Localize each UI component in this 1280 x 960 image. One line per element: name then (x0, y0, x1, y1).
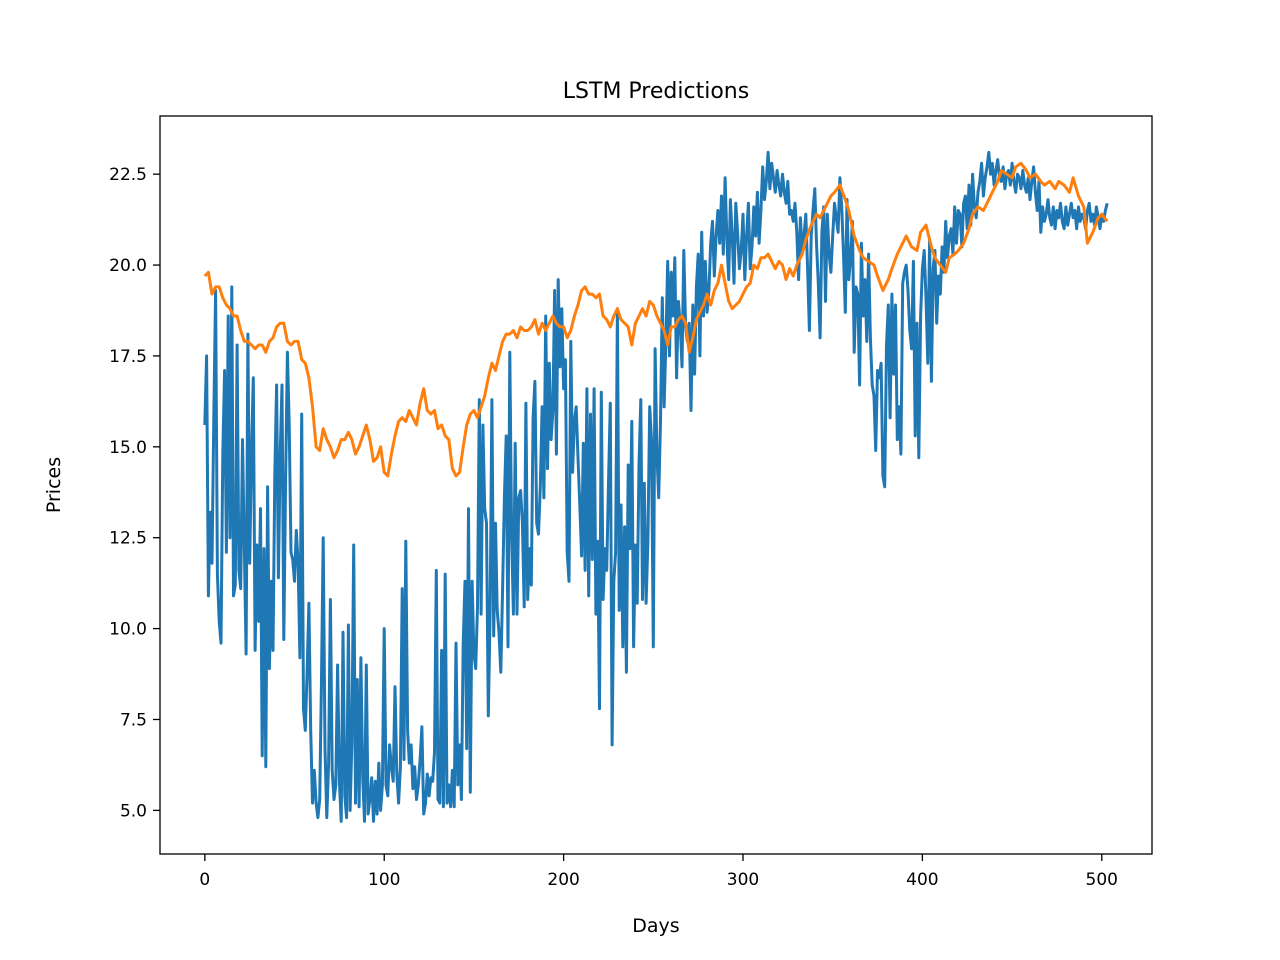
x-tick-label: 400 (906, 870, 938, 890)
y-tick-label: 12.5 (109, 529, 147, 549)
x-tick-label: 100 (368, 870, 400, 890)
y-tick-label: 15.0 (109, 438, 147, 458)
y-tick-label: 10.0 (109, 620, 147, 640)
plot-lines (203, 150, 1109, 823)
x-tick-label: 500 (1086, 870, 1118, 890)
y-tick-label: 5.0 (120, 801, 147, 821)
y-tick-label: 17.5 (109, 347, 147, 367)
y-tick-label: 20.0 (109, 256, 147, 276)
y-tick-label: 7.5 (120, 710, 147, 730)
y-tick-label: 22.5 (109, 165, 147, 185)
chart-title: LSTM Predictions (563, 79, 749, 104)
y-axis: 5.0 7.5 10.0 12.5 15.0 17.5 20.0 22.5 (109, 165, 160, 821)
y-axis-label: Prices (43, 457, 65, 513)
x-tick-label: 0 (199, 870, 210, 890)
actual-price-line (203, 150, 1109, 823)
x-tick-label: 300 (727, 870, 759, 890)
plot-frame (159, 115, 1153, 855)
lstm-prediction-line (203, 161, 1109, 478)
x-tick-label: 200 (547, 870, 579, 890)
x-axis-label: Days (632, 915, 679, 937)
x-axis: 0 100 200 300 400 500 (199, 854, 1118, 890)
